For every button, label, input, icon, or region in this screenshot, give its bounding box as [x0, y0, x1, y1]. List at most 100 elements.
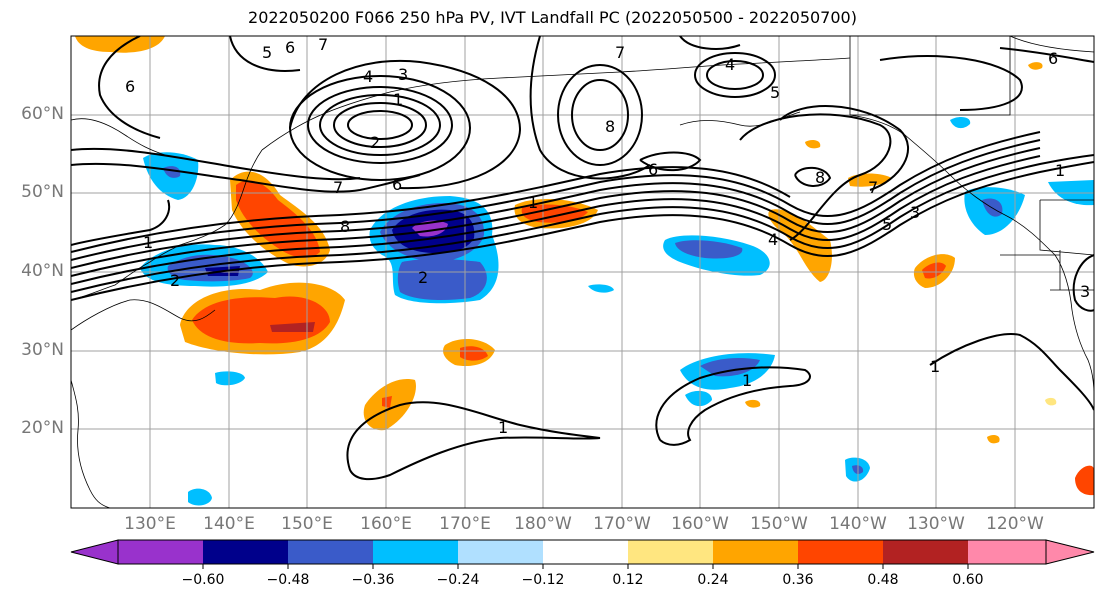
map-title: 2022050200 F066 250 hPa PV, IVT Landfall…	[248, 8, 857, 27]
lon-label-140w: 140°W	[829, 514, 887, 534]
colorbar-tick-label: 0.36	[782, 572, 814, 588]
contour-label: 1	[528, 193, 538, 212]
positive-patch	[805, 139, 821, 149]
positive-patch	[922, 262, 946, 279]
colorbar-tick-label: 0.12	[612, 572, 644, 588]
contour-label: 6	[648, 160, 658, 179]
positive-patch	[75, 36, 165, 53]
colorbar-tick-label: −0.36	[351, 572, 395, 588]
colorbar-segment	[203, 540, 288, 564]
contour-label: 4	[725, 55, 735, 74]
contour-label: 3	[910, 203, 920, 222]
contour-label: 6	[285, 38, 295, 57]
positive-patch	[1075, 465, 1094, 496]
map-frame	[70, 35, 1095, 509]
positive-patch	[848, 173, 892, 187]
colorbar-segment	[883, 540, 968, 564]
contour-label: 1	[393, 90, 403, 109]
colorbar-segment	[373, 540, 458, 564]
colorbar-frame	[117, 539, 1047, 565]
positive-patch	[1028, 62, 1043, 70]
lon-label-130e: 130°E	[124, 514, 176, 534]
contour-label: 6	[392, 175, 402, 194]
colorbar-tick-label: 0.48	[867, 572, 899, 588]
colorbar-tick-label: 0.60	[952, 572, 984, 588]
lon-label-170e: 170°E	[439, 514, 491, 534]
contour-label: 5	[262, 43, 272, 62]
contour-label: 7	[868, 178, 878, 197]
colorbar-tick-label: −0.12	[521, 572, 565, 588]
lon-label-160e: 160°E	[360, 514, 412, 534]
lat-label-60n: 60°N	[21, 104, 64, 124]
contour-label: 2	[418, 268, 428, 287]
negative-patch	[215, 371, 245, 386]
contour-label: 5	[770, 83, 780, 102]
negative-patch	[675, 240, 743, 259]
contour-label: 3	[398, 65, 408, 84]
colorbar-segment	[713, 540, 798, 564]
contour-label: 1	[498, 418, 508, 437]
contour-label: 4	[363, 67, 373, 86]
colorbar-tick-label: −0.48	[266, 572, 310, 588]
colorbar	[70, 539, 1095, 569]
contour-label: 1	[143, 233, 153, 252]
lon-label-180w: 180°W	[514, 514, 572, 534]
lon-label-160w: 160°W	[671, 514, 729, 534]
lon-label-150e: 150°E	[281, 514, 333, 534]
contour-label: 6	[1048, 49, 1058, 68]
positive-patch	[521, 204, 588, 223]
contour-label: 8	[605, 117, 615, 136]
lon-label-150w: 150°W	[750, 514, 808, 534]
contour-lines	[71, 36, 1094, 481]
colorbar-tick-label: 0.24	[697, 572, 729, 588]
colorbar-tick-label: −0.24	[436, 572, 480, 588]
negative-patch	[700, 358, 760, 377]
contour-label: 5	[882, 215, 892, 234]
contour-label: 7	[333, 178, 343, 197]
contour-label: 6	[125, 77, 135, 96]
contour-label: 3	[1080, 282, 1090, 301]
negative-patch	[588, 284, 614, 293]
lat-label-50n: 50°N	[21, 182, 64, 202]
negative-patch	[685, 390, 712, 407]
colorbar-segment	[288, 540, 373, 564]
colorbar-segment	[118, 540, 203, 564]
positive-patch	[382, 396, 392, 408]
positive-patch	[987, 434, 1000, 444]
colorbar-segment	[458, 540, 543, 564]
contour-label: 1	[742, 371, 752, 390]
lat-label-30n: 30°N	[21, 340, 64, 360]
colorbar-extend-high	[1045, 539, 1095, 565]
colorbar-segment	[628, 540, 713, 564]
contour-label: 7	[318, 35, 328, 54]
colorbar-segment	[798, 540, 883, 564]
contour-label: 8	[340, 217, 350, 236]
contour-label: 1	[930, 357, 940, 376]
contour-label-group: 2 2 2 1 3 4 5 6 7 6 7 8 1 4 8 7 5 6 4 8 …	[125, 35, 1090, 437]
colorbar-tick-label: −0.60	[181, 572, 225, 588]
colorbar-segment	[543, 540, 628, 564]
negative-patch	[188, 488, 212, 506]
lon-label-120w: 120°W	[986, 514, 1044, 534]
contour-label: 8	[815, 168, 825, 187]
negative-patch	[397, 259, 487, 300]
contour-label: 2	[370, 133, 380, 152]
negative-patch	[950, 116, 971, 129]
lon-label-170w: 170°W	[593, 514, 651, 534]
lat-label-20n: 20°N	[21, 418, 64, 438]
colorbar-segment	[968, 540, 1046, 564]
lon-label-130w: 130°W	[907, 514, 965, 534]
positive-patch	[768, 209, 832, 282]
lon-label-140e: 140°E	[203, 514, 255, 534]
contour-label: 1	[1055, 161, 1065, 180]
positive-patch	[460, 346, 488, 361]
contour-label: 2	[170, 271, 180, 290]
lat-label-40n: 40°N	[21, 261, 64, 281]
contour-label: 7	[615, 43, 625, 62]
positive-patch	[745, 399, 761, 408]
positive-patch	[270, 322, 315, 332]
colorbar-extend-low	[70, 539, 119, 565]
contour-label: 4	[768, 230, 778, 249]
positive-patch	[1045, 397, 1057, 406]
